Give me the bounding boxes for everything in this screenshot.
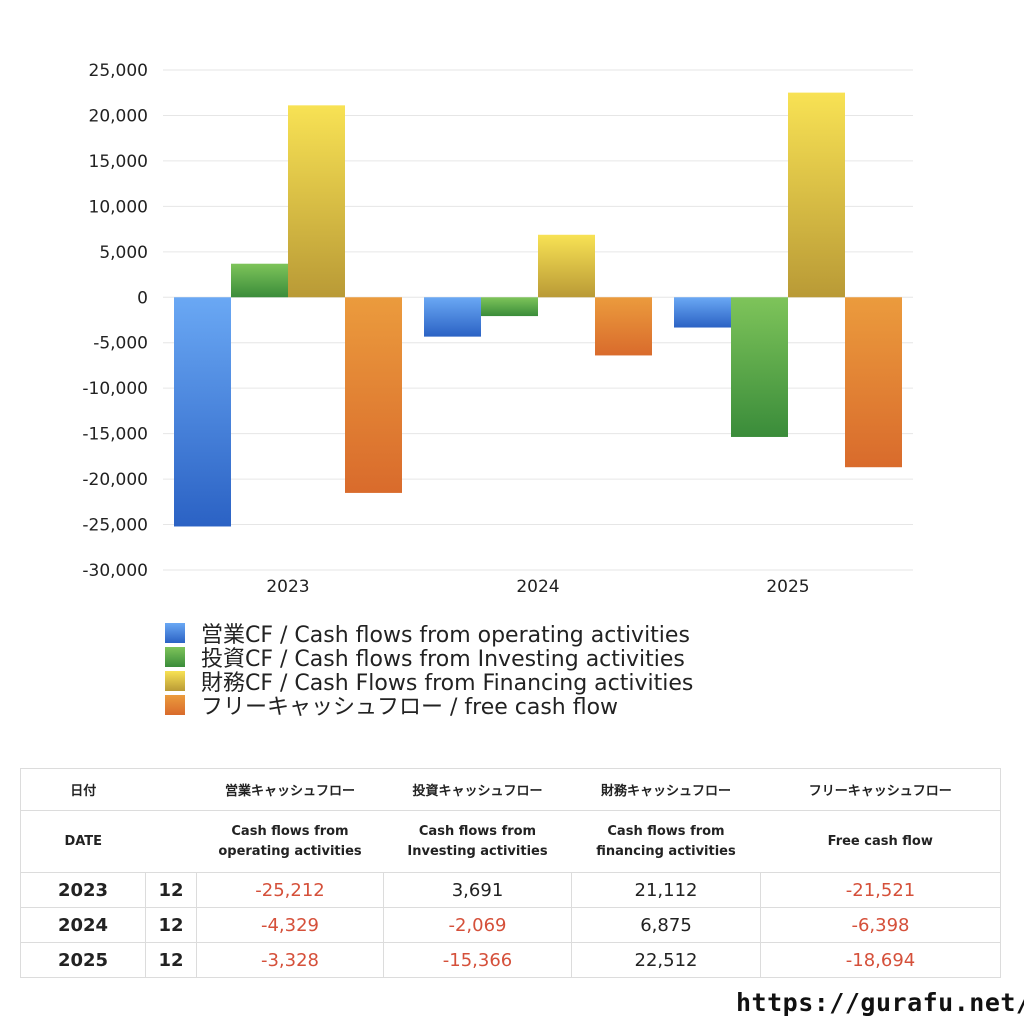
header-free-cash-flow-jp: フリーキャッシュフロー bbox=[760, 768, 1001, 811]
header-month-spacer bbox=[145, 768, 197, 811]
legend-item-financing: 財務CF / Cash Flows from Financing activit… bbox=[165, 669, 693, 696]
row-investing-value: 3,691 bbox=[383, 872, 572, 908]
header-financing-en-text: Cash flows from financing activities bbox=[596, 823, 736, 859]
table-header-jp: 日付 営業キャッシュフロー 投資キャッシュフロー 財務キャッシュフロー フリーキ… bbox=[20, 768, 1001, 811]
bar-2025-series-2 bbox=[788, 92, 845, 298]
bars bbox=[174, 92, 902, 527]
legend: 営業CF / Cash flows from operating activit… bbox=[165, 621, 693, 720]
row-month: 12 bbox=[145, 872, 197, 908]
row-year: 2025 bbox=[20, 942, 146, 978]
row-month: 12 bbox=[145, 942, 197, 978]
legend-label-free-cash-flow: フリーキャッシュフロー / free cash flow bbox=[201, 695, 619, 720]
y-tick-label: 5,000 bbox=[99, 243, 148, 263]
legend-item-investing: 投資CF / Cash flows from Investing activit… bbox=[165, 645, 693, 672]
legend-item-free-cash-flow: フリーキャッシュフロー / free cash flow bbox=[165, 693, 693, 720]
row-financing-value: 6,875 bbox=[571, 907, 761, 943]
y-tick-label: -20,000 bbox=[82, 470, 148, 490]
row-investing-value: -2,069 bbox=[383, 907, 572, 943]
y-axis: 25,000 20,000 15,000 10,000 5,000 0 -5,000 -10,… bbox=[82, 61, 148, 581]
legend-label-investing: 投資CF / Cash flows from Investing activit… bbox=[201, 647, 685, 672]
table-row: 2024 12 -4,329 -2,069 6,875 -6,398 bbox=[20, 907, 1001, 943]
row-investing-value: -15,366 bbox=[383, 942, 572, 978]
cash-flow-table: 日付 営業キャッシュフロー 投資キャッシュフロー 財務キャッシュフロー フリーキ… bbox=[20, 768, 1001, 978]
row-free-cash-flow-value: -21,521 bbox=[760, 872, 1001, 908]
bar-2025-series-3 bbox=[845, 297, 902, 468]
legend-label-financing: 財務CF / Cash Flows from Financing activit… bbox=[201, 671, 694, 696]
x-axis: 2023 2024 2025 bbox=[266, 577, 809, 597]
row-year: 2024 bbox=[20, 907, 146, 943]
footer-url[interactable]: https://gurafu.net/ bbox=[736, 988, 1024, 1017]
legend-label-operating: 営業CF / Cash flows from operating activit… bbox=[201, 623, 690, 648]
row-operating-value: -4,329 bbox=[196, 907, 384, 943]
bar-2024-series-1 bbox=[481, 297, 538, 317]
y-tick-label: 20,000 bbox=[89, 106, 148, 126]
y-tick-label: 15,000 bbox=[89, 152, 148, 172]
bar-2025-series-0 bbox=[674, 297, 731, 328]
table-row: 2023 12 -25,212 3,691 21,112 -21,521 bbox=[20, 872, 1001, 908]
row-operating-value: -3,328 bbox=[196, 942, 384, 978]
header-operating-en: Cash flows from operating activities bbox=[196, 810, 384, 873]
table-row: 2025 12 -3,328 -15,366 22,512 -18,694 bbox=[20, 942, 1001, 978]
bar-2023-series-0 bbox=[174, 297, 231, 527]
row-free-cash-flow-value: -6,398 bbox=[760, 907, 1001, 943]
legend-swatch-free-cash-flow bbox=[165, 695, 185, 715]
legend-item-operating: 営業CF / Cash flows from operating activit… bbox=[165, 621, 693, 648]
x-tick-label: 2023 bbox=[266, 577, 309, 597]
y-tick-label: -30,000 bbox=[82, 561, 148, 581]
y-tick-label: -5,000 bbox=[93, 334, 148, 354]
bar-2024-series-3 bbox=[595, 297, 652, 356]
row-year: 2023 bbox=[20, 872, 146, 908]
bar-2023-series-1 bbox=[231, 263, 288, 298]
bar-2023-series-2 bbox=[288, 105, 345, 298]
y-tick-label: -25,000 bbox=[82, 516, 148, 536]
row-month: 12 bbox=[145, 907, 197, 943]
bar-2023-series-3 bbox=[345, 297, 402, 493]
bar-2024-series-2 bbox=[538, 234, 595, 298]
header-free-cash-flow-en: Free cash flow bbox=[760, 810, 1001, 873]
row-operating-value: -25,212 bbox=[196, 872, 384, 908]
row-free-cash-flow-value: -18,694 bbox=[760, 942, 1001, 978]
header-date-jp: 日付 bbox=[20, 768, 146, 811]
header-financing-jp: 財務キャッシュフロー bbox=[571, 768, 761, 811]
bar-2025-series-1 bbox=[731, 297, 788, 437]
row-financing-value: 21,112 bbox=[571, 872, 761, 908]
header-operating-jp: 営業キャッシュフロー bbox=[196, 768, 384, 811]
x-tick-label: 2024 bbox=[516, 577, 559, 597]
legend-swatch-investing bbox=[165, 647, 185, 667]
header-date-en: DATE bbox=[20, 810, 146, 873]
y-tick-label: 10,000 bbox=[89, 197, 148, 217]
bar-2024-series-0 bbox=[424, 297, 481, 337]
cash-flow-bar-chart: 25,000 20,000 15,000 10,000 5,000 0 -5,000 -10,… bbox=[82, 61, 913, 597]
legend-swatch-financing bbox=[165, 671, 185, 691]
header-investing-en-text: Cash flows from Investing activities bbox=[407, 823, 548, 859]
legend-swatch-operating bbox=[165, 623, 185, 643]
header-month-spacer-en bbox=[145, 810, 197, 873]
x-tick-label: 2025 bbox=[766, 577, 809, 597]
y-tick-label: -15,000 bbox=[82, 425, 148, 445]
row-financing-value: 22,512 bbox=[571, 942, 761, 978]
y-tick-label: 25,000 bbox=[89, 61, 148, 81]
y-tick-label: 0 bbox=[137, 288, 148, 308]
table-header-en: DATE Cash flows from operating activities… bbox=[20, 810, 1001, 873]
header-operating-en-text: Cash flows from operating activities bbox=[218, 823, 362, 859]
header-financing-en: Cash flows from financing activities bbox=[571, 810, 761, 873]
y-tick-label: -10,000 bbox=[82, 379, 148, 399]
header-investing-jp: 投資キャッシュフロー bbox=[383, 768, 572, 811]
header-investing-en: Cash flows from Investing activities bbox=[383, 810, 572, 873]
